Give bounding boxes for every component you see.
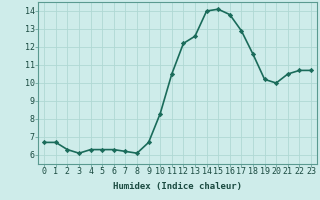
- X-axis label: Humidex (Indice chaleur): Humidex (Indice chaleur): [113, 182, 242, 191]
